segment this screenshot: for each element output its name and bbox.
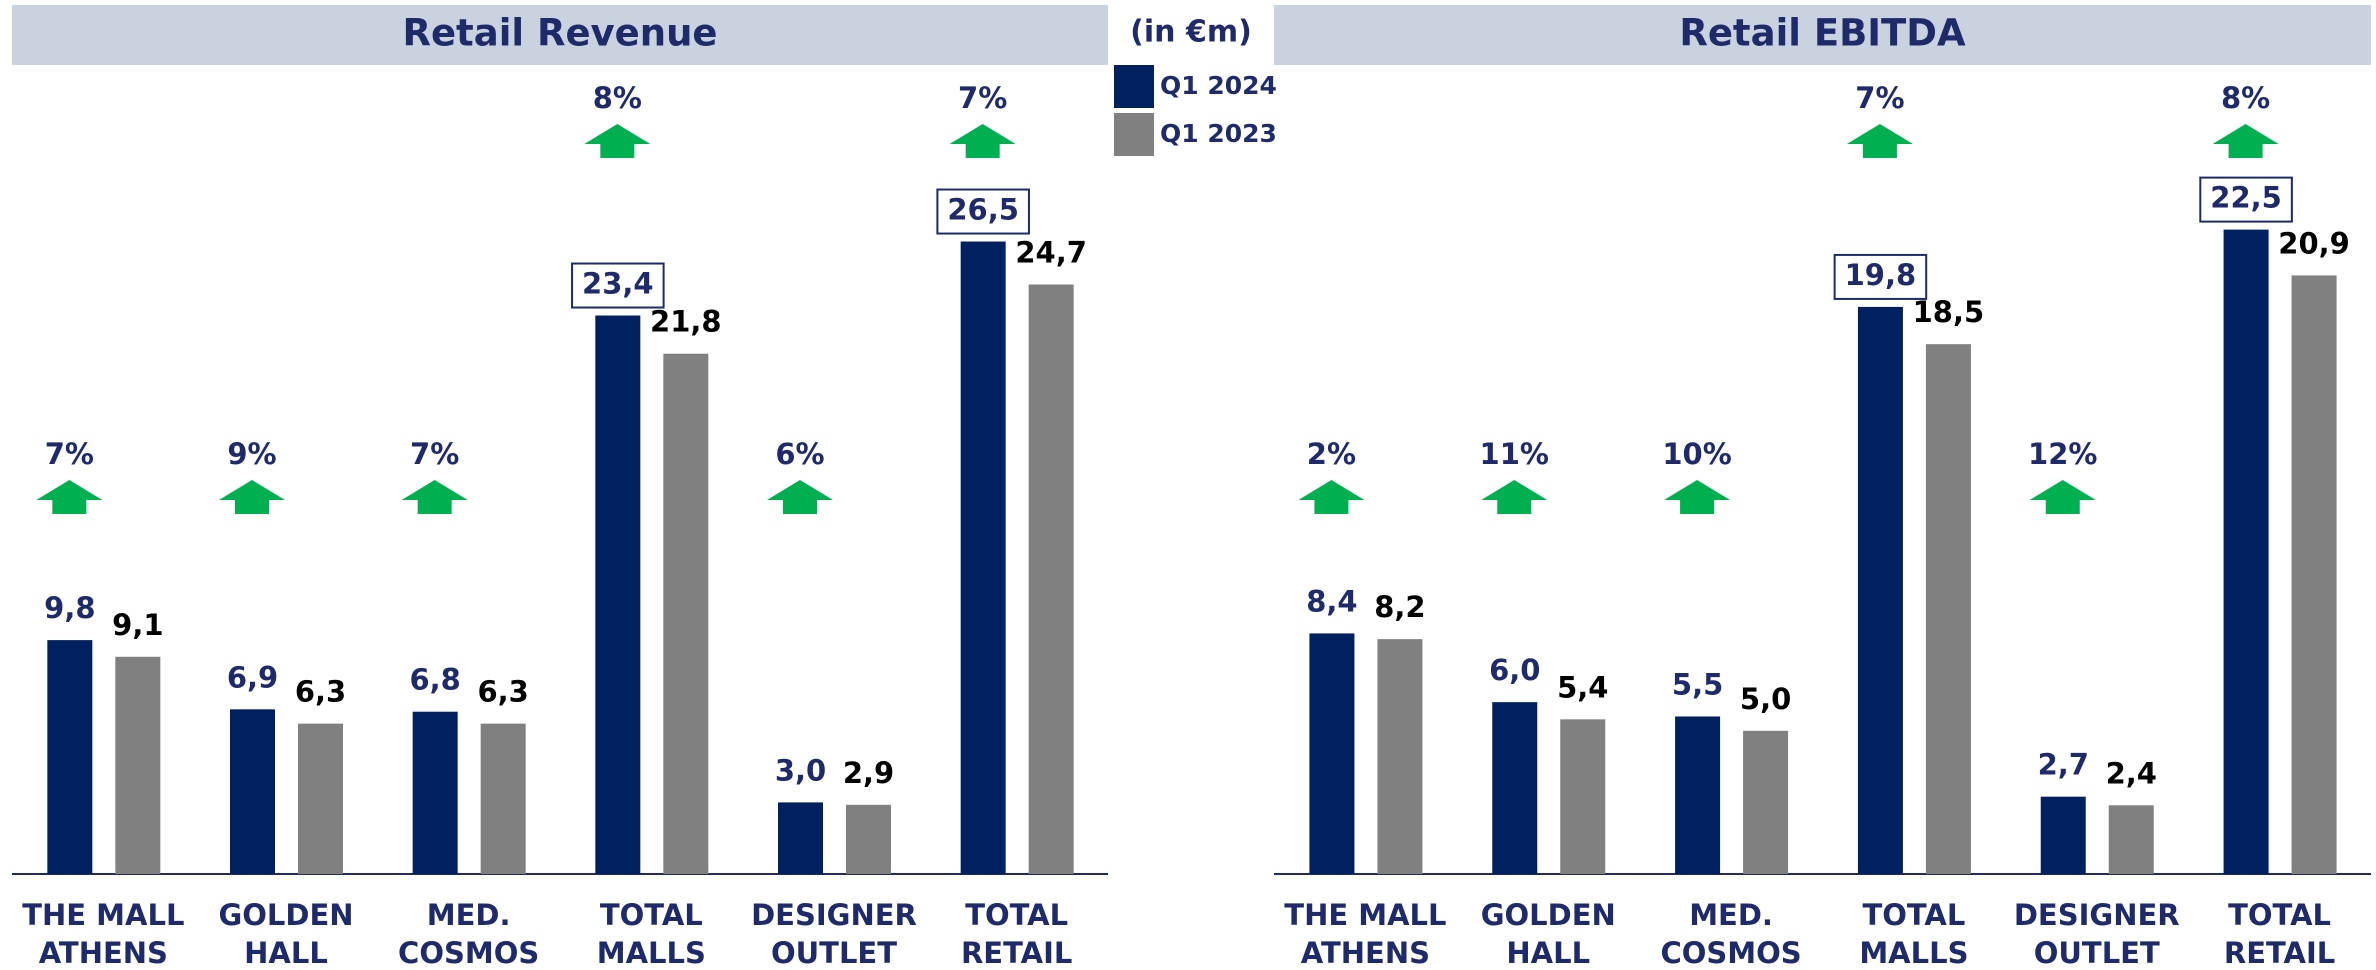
- growth-label: 12%: [2028, 437, 2097, 471]
- bar: [1492, 702, 1538, 874]
- bar: [1925, 344, 1971, 874]
- unit-note: (in €m): [1130, 15, 1252, 50]
- category-label: TOTAL RETAIL: [2223, 898, 2336, 970]
- legend-swatch: [1114, 65, 1154, 108]
- bar: [1028, 284, 1074, 874]
- bar: [115, 656, 161, 874]
- growth-label: 10%: [1662, 437, 1731, 471]
- value-label-box: [936, 188, 1030, 235]
- value-label: 9,1: [112, 608, 163, 642]
- value-label: 24,7: [1015, 235, 1087, 269]
- value-label: 6,3: [295, 675, 346, 709]
- value-label: 2,9: [843, 756, 894, 790]
- bar: [846, 804, 891, 874]
- growth-arrow: [767, 480, 833, 514]
- bar: [1560, 719, 1606, 874]
- value-label: 9,8: [44, 591, 95, 625]
- growth-label: 7%: [45, 437, 94, 471]
- value-label: 26,5: [947, 193, 1019, 227]
- growth-arrow: [1664, 480, 1731, 514]
- value-label: 2,4: [2106, 756, 2157, 790]
- category-label: THE MALL ATHENS: [1284, 898, 1447, 970]
- value-label-box: [2199, 176, 2293, 223]
- value-label: 5,4: [1557, 670, 1608, 704]
- value-label: 19,8: [1845, 258, 1917, 292]
- value-label: 6,9: [227, 660, 278, 694]
- category-label: MED. COSMOS: [398, 898, 540, 970]
- value-label: 21,8: [650, 305, 722, 339]
- value-label: 23,4: [582, 267, 654, 301]
- bar: [778, 802, 823, 874]
- header-bar: [1274, 5, 2371, 65]
- bar: [663, 353, 709, 874]
- value-label: 5,5: [1672, 667, 1723, 701]
- legend-swatch: [1114, 113, 1154, 156]
- bar: [1857, 306, 1903, 875]
- header-bar: [12, 5, 1108, 65]
- growth-arrow: [949, 124, 1016, 158]
- category-label: THE MALL ATHENS: [22, 898, 185, 970]
- chart-title: Retail EBITDA: [1679, 12, 1966, 55]
- value-label: 3,0: [775, 753, 826, 787]
- value-label: 6,0: [1489, 653, 1540, 687]
- bar: [1377, 639, 1423, 874]
- value-label: 20,9: [2278, 226, 2350, 260]
- growth-label: 8%: [2221, 81, 2270, 115]
- bar: [1743, 730, 1789, 874]
- value-label-box: [571, 262, 665, 309]
- growth-label: 7%: [1855, 81, 1904, 115]
- value-label: 8,2: [1374, 590, 1425, 624]
- legend-label: Q1 2024: [1160, 71, 1277, 100]
- category-label: DESIGNER OUTLET: [2013, 898, 2180, 970]
- value-label: 6,3: [477, 675, 528, 709]
- growth-label: 11%: [1480, 437, 1549, 471]
- growth-label: 2%: [1307, 437, 1356, 471]
- category-label: GOLDEN HALL: [218, 898, 354, 970]
- bar: [412, 711, 458, 874]
- bar: [2291, 275, 2337, 874]
- growth-arrow: [1846, 124, 1913, 158]
- value-label: 5,0: [1740, 682, 1791, 716]
- bar: [1675, 716, 1721, 874]
- value-label: 2,7: [2038, 748, 2089, 782]
- legend-label: Q1 2023: [1160, 119, 1277, 148]
- growth-arrow: [2029, 480, 2096, 514]
- growth-arrow: [1298, 480, 1365, 514]
- value-label: 18,5: [1913, 295, 1985, 329]
- bar: [2108, 805, 2154, 874]
- growth-arrow: [36, 480, 103, 514]
- category-label: TOTAL MALLS: [596, 898, 706, 970]
- category-label: MED. COSMOS: [1660, 898, 1802, 970]
- growth-label: 9%: [227, 437, 276, 471]
- chart-title: Retail Revenue: [402, 12, 717, 55]
- bar: [595, 315, 641, 874]
- growth-arrow: [1481, 480, 1548, 514]
- growth-arrow: [401, 480, 468, 514]
- category-label: DESIGNER OUTLET: [751, 898, 917, 970]
- bar: [298, 723, 343, 874]
- category-label: TOTAL RETAIL: [960, 898, 1073, 970]
- category-label: GOLDEN HALL: [1480, 898, 1616, 970]
- category-label: TOTAL MALLS: [1859, 898, 1969, 970]
- bar: [480, 723, 526, 874]
- value-label: 8,4: [1306, 584, 1357, 618]
- bar: [960, 241, 1006, 875]
- growth-arrow: [584, 124, 651, 158]
- bar: [1309, 633, 1355, 874]
- bar: [2040, 796, 2086, 874]
- bar: [47, 640, 93, 874]
- value-label: 22,5: [2210, 181, 2282, 215]
- growth-label: 7%: [410, 437, 459, 471]
- growth-arrow: [2212, 124, 2279, 158]
- growth-label: 6%: [775, 437, 824, 471]
- bar: [230, 709, 275, 874]
- value-label: 6,8: [409, 663, 460, 697]
- growth-arrow: [219, 480, 285, 514]
- bar: [2223, 229, 2269, 875]
- growth-label: 7%: [958, 81, 1007, 115]
- value-label-box: [1833, 253, 1928, 300]
- growth-label: 8%: [593, 81, 642, 115]
